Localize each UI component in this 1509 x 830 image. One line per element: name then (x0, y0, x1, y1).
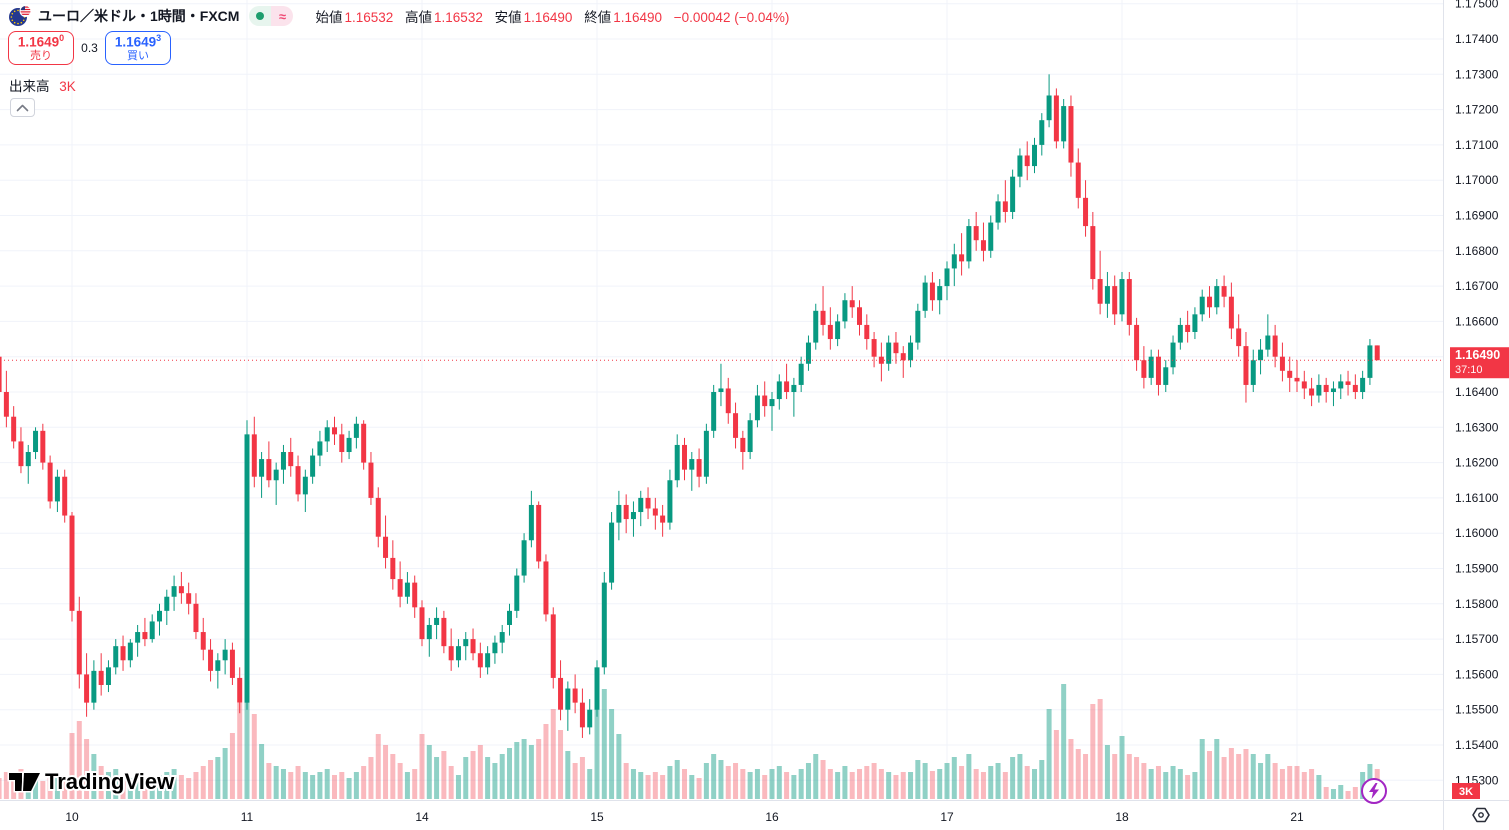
svg-text:17: 17 (940, 810, 954, 824)
svg-text:1.16900: 1.16900 (1455, 209, 1499, 223)
chevron-up-icon (16, 104, 29, 111)
svg-text:15: 15 (590, 810, 604, 824)
svg-text:1.16300: 1.16300 (1455, 420, 1499, 434)
market-open-dot-icon[interactable] (249, 6, 272, 26)
change-value: −0.00042 (−0.04%) (673, 10, 790, 25)
buy-label: 買い (127, 50, 149, 63)
volume-value: 3K (59, 79, 76, 94)
high-label: 高値 (405, 10, 433, 25)
high-value: 1.16532 (434, 10, 483, 25)
svg-text:1.15600: 1.15600 (1455, 667, 1499, 681)
tradingview-logomark-icon (7, 771, 43, 793)
svg-text:1.16200: 1.16200 (1455, 456, 1499, 470)
volume-legend: 出来高 3K (9, 75, 76, 95)
sell-label: 売り (30, 50, 52, 63)
low-value: 1.16490 (523, 10, 573, 25)
svg-text:1.16000: 1.16000 (1455, 526, 1499, 540)
symbol-title[interactable]: ユーロ／米ドル・1時間・FXCM (38, 8, 240, 24)
svg-text:1.15400: 1.15400 (1455, 738, 1499, 752)
sell-button[interactable]: 1.16490 売り (8, 31, 74, 65)
svg-text:14: 14 (415, 810, 429, 824)
price-scale-settings-icon[interactable] (1471, 806, 1491, 824)
tradingview-logo[interactable]: TradingView (7, 764, 207, 803)
svg-text:1.17000: 1.17000 (1455, 173, 1499, 187)
trade-buttons: 1.16490 売り 0.3 1.16493 買い (8, 31, 171, 65)
svg-text:1.15500: 1.15500 (1455, 703, 1499, 717)
volume-series (0, 639, 1380, 799)
last-price-label[interactable]: 1.16490 37:10 (1450, 347, 1509, 379)
svg-text:16: 16 (765, 810, 779, 824)
svg-text:1.16700: 1.16700 (1455, 279, 1499, 293)
svg-text:1.17100: 1.17100 (1455, 138, 1499, 152)
ohlc-values: 始値 1.16532 高値 1.16532 安値 1.16490 終値 1.16490 … (307, 6, 789, 26)
open-label: 始値 (315, 10, 343, 25)
volume-axis-badge: 3K (1452, 783, 1480, 799)
lightning-bolt-icon (1369, 783, 1379, 799)
symbol-legend: ユーロ／米ドル・1時間・FXCM ≈ 始値 1.16532 高値 1.16532 安… (8, 4, 789, 28)
svg-text:1.15900: 1.15900 (1455, 562, 1499, 576)
spread-value: 0.3 (81, 41, 98, 55)
time-axis[interactable]: 10 11 14 15 16 17 18 21 (0, 800, 1509, 825)
eurusd-flag-icon (8, 5, 32, 27)
candlestick-series (0, 74, 1380, 738)
collapse-legend-button[interactable] (10, 98, 35, 117)
svg-text:1.17200: 1.17200 (1455, 103, 1499, 117)
svg-text:TradingView: TradingView (45, 769, 175, 794)
volume-label: 出来高 (9, 79, 50, 94)
svg-text:11: 11 (241, 810, 254, 824)
svg-text:10: 10 (65, 810, 79, 824)
svg-text:1.17400: 1.17400 (1455, 32, 1499, 46)
svg-text:18: 18 (1115, 810, 1129, 824)
svg-text:1.17300: 1.17300 (1455, 67, 1499, 81)
chart-grid (0, 0, 1443, 800)
svg-text:1.16600: 1.16600 (1455, 314, 1499, 328)
open-value: 1.16532 (344, 10, 394, 25)
delayed-data-icon[interactable]: ≈ (271, 6, 294, 26)
svg-text:37:10: 37:10 (1455, 364, 1483, 376)
svg-text:1.16100: 1.16100 (1455, 491, 1499, 505)
svg-text:1.15700: 1.15700 (1455, 632, 1499, 646)
buy-button[interactable]: 1.16493 買い (105, 31, 171, 65)
svg-text:1.15800: 1.15800 (1455, 597, 1499, 611)
close-label: 終値 (584, 10, 612, 25)
svg-text:3K: 3K (1459, 786, 1473, 798)
svg-text:21: 21 (1290, 810, 1304, 824)
svg-text:1.16400: 1.16400 (1455, 385, 1499, 399)
svg-text:1.16490: 1.16490 (1455, 348, 1500, 362)
price-axis[interactable]: 1.17500 1.17400 1.17300 1.17200 1.17100 1.170… (1443, 0, 1499, 830)
instant-trading-button[interactable] (1361, 778, 1387, 804)
svg-text:1.17500: 1.17500 (1455, 0, 1499, 11)
low-label: 安値 (494, 10, 522, 25)
close-value: 1.16490 (613, 10, 662, 25)
svg-text:1.16800: 1.16800 (1455, 244, 1499, 258)
